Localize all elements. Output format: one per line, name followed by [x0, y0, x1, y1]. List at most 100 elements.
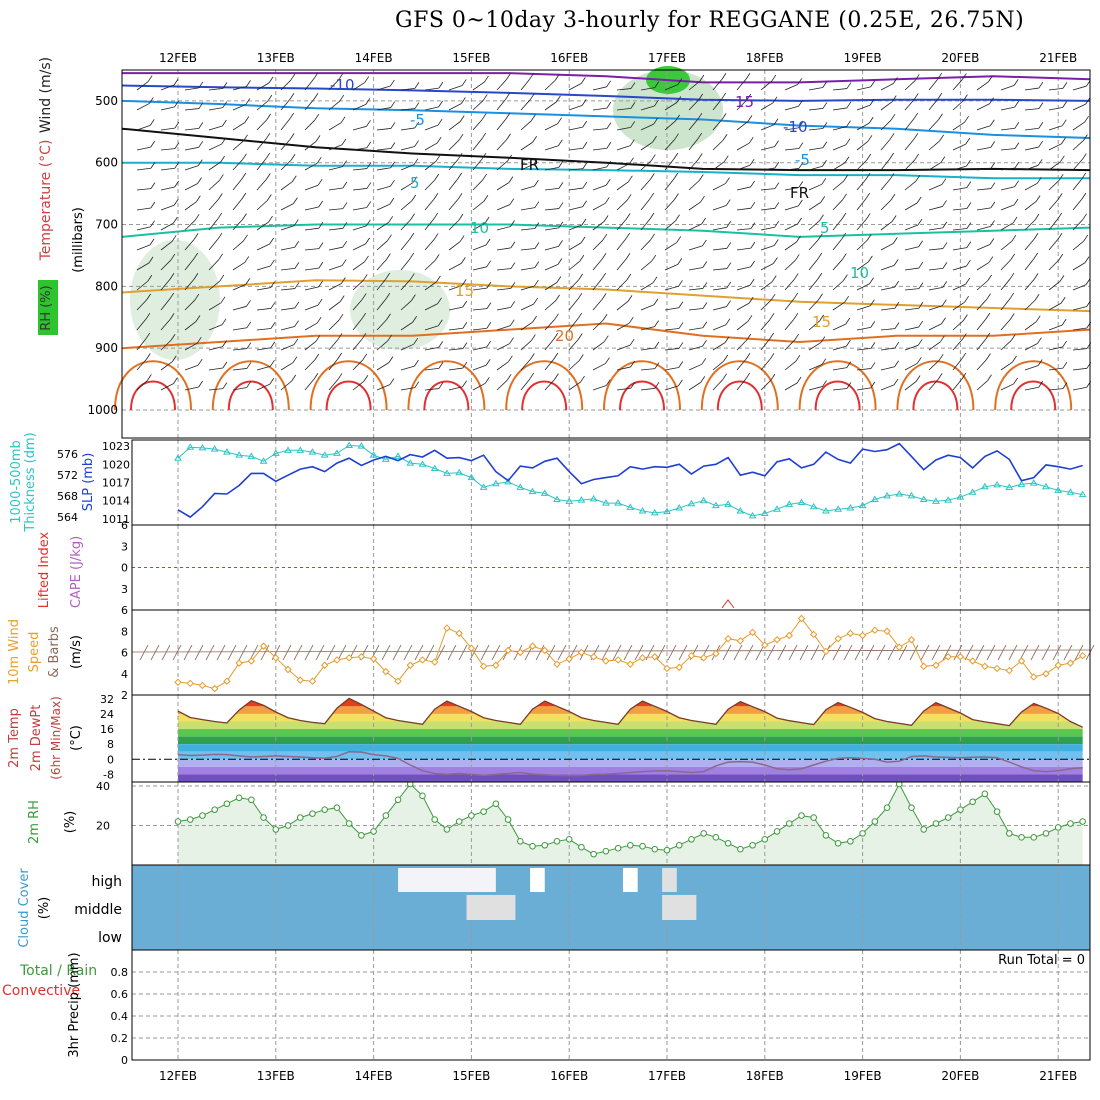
wind-barb [1000, 361, 1013, 371]
wind-barb-flag [313, 373, 319, 380]
wind-barb [688, 80, 701, 91]
contour-label: 10 [470, 219, 489, 237]
wind-barb-flag [891, 215, 897, 222]
wind-barb-flag [581, 77, 586, 84]
data-point [980, 482, 989, 490]
wind-barb-flag [315, 135, 321, 142]
wind-barb-flag [338, 73, 343, 81]
wind-barb-flag [509, 337, 514, 344]
wind-barb [976, 81, 989, 91]
wind-barb [568, 168, 583, 171]
wind-barb-flag [917, 218, 923, 226]
surface-wind-barb [931, 644, 941, 661]
data-point [235, 659, 243, 667]
data-point [430, 464, 439, 472]
wind-barb-flag [389, 198, 395, 205]
data-point [491, 479, 500, 487]
precip-tick-label: 0.8 [111, 966, 129, 979]
wind-barb-flag [941, 299, 947, 306]
data-point [981, 790, 989, 798]
wind-barb-flag [1084, 115, 1089, 123]
wind-barb [568, 318, 579, 331]
data-point [577, 648, 586, 657]
wind-barb [256, 158, 267, 171]
wind-barb-flag [313, 93, 319, 100]
wind-barb [904, 288, 919, 291]
data-point [675, 504, 684, 511]
wind-barb-flag [244, 116, 250, 123]
wind-barb-flag [1057, 193, 1063, 200]
wind-barb [1000, 84, 1015, 91]
wind-barb [304, 98, 315, 111]
data-point [846, 629, 855, 638]
wind-barb [544, 188, 559, 191]
wind-barb-flag [750, 260, 755, 268]
wind-tick-label: 4 [121, 668, 128, 681]
data-point [957, 806, 964, 813]
wind-barb [376, 185, 391, 191]
wind-barb [760, 338, 771, 351]
wind-barb [688, 118, 699, 131]
wind-barb-flag [965, 277, 971, 285]
wind-barb-flag [985, 312, 991, 320]
surface-wind-barb [623, 644, 633, 661]
data-point [174, 454, 182, 461]
thickness-line [177, 444, 1083, 517]
data-point [345, 820, 353, 827]
wind-barb [232, 219, 243, 231]
thickness-tick-label: 576 [57, 448, 78, 461]
wind-barb [736, 207, 751, 211]
surface-wind-barb [282, 644, 292, 661]
wind-barb [1072, 178, 1083, 191]
wind-barb-flag [438, 382, 444, 389]
wind-barb-flag [385, 272, 391, 280]
wind-barb-flag [533, 297, 539, 305]
wind-barb-flag [1035, 315, 1041, 322]
wind-barb [640, 260, 653, 271]
wind-barb [1048, 143, 1062, 151]
wind-barb-flag [174, 121, 180, 129]
wind-barb-flag [437, 297, 442, 305]
wind-barb [616, 322, 630, 331]
wind-barb [760, 319, 771, 331]
wind-barb-flag [246, 80, 251, 87]
wind-barb-flag [482, 173, 488, 181]
wind-barb [904, 381, 917, 391]
wind-barb-flag [529, 353, 535, 360]
data-point [589, 494, 598, 502]
wind-barb-flag [702, 261, 708, 268]
wind-barb [424, 388, 439, 391]
wind-barb [208, 259, 219, 271]
wind-barb [784, 105, 799, 111]
wind-barb [592, 239, 604, 251]
wind-barb-flag [222, 382, 228, 389]
wind-barb [688, 288, 703, 291]
wind-barb [328, 301, 341, 311]
wind-barb [496, 139, 507, 151]
wind-barb [784, 260, 796, 271]
wind-barb-flag [195, 195, 201, 202]
wind-barb [688, 363, 702, 371]
data-point [174, 678, 182, 686]
wind-barb-flag [726, 262, 732, 269]
wind-barb [328, 100, 341, 111]
wind-barb-flag [458, 213, 464, 221]
wind-barb [928, 248, 943, 251]
data-point [638, 507, 647, 514]
wind-barb-flag [364, 76, 370, 83]
wind-barb [640, 304, 655, 311]
temp-band [178, 759, 1083, 767]
wind-barb-flag [937, 72, 943, 80]
wind-barb [712, 287, 727, 291]
wind-barb-flag [870, 80, 875, 88]
wind-barb-flag [940, 156, 946, 163]
surface-wind-barb [260, 644, 270, 661]
wind-barb-flag [505, 92, 511, 100]
wind-barb [1048, 218, 1059, 231]
surface-wind-barb [216, 644, 226, 661]
wind-barb-flag [270, 322, 276, 329]
data-point [602, 847, 610, 855]
data-point [944, 814, 952, 821]
wind-barb [280, 79, 292, 91]
